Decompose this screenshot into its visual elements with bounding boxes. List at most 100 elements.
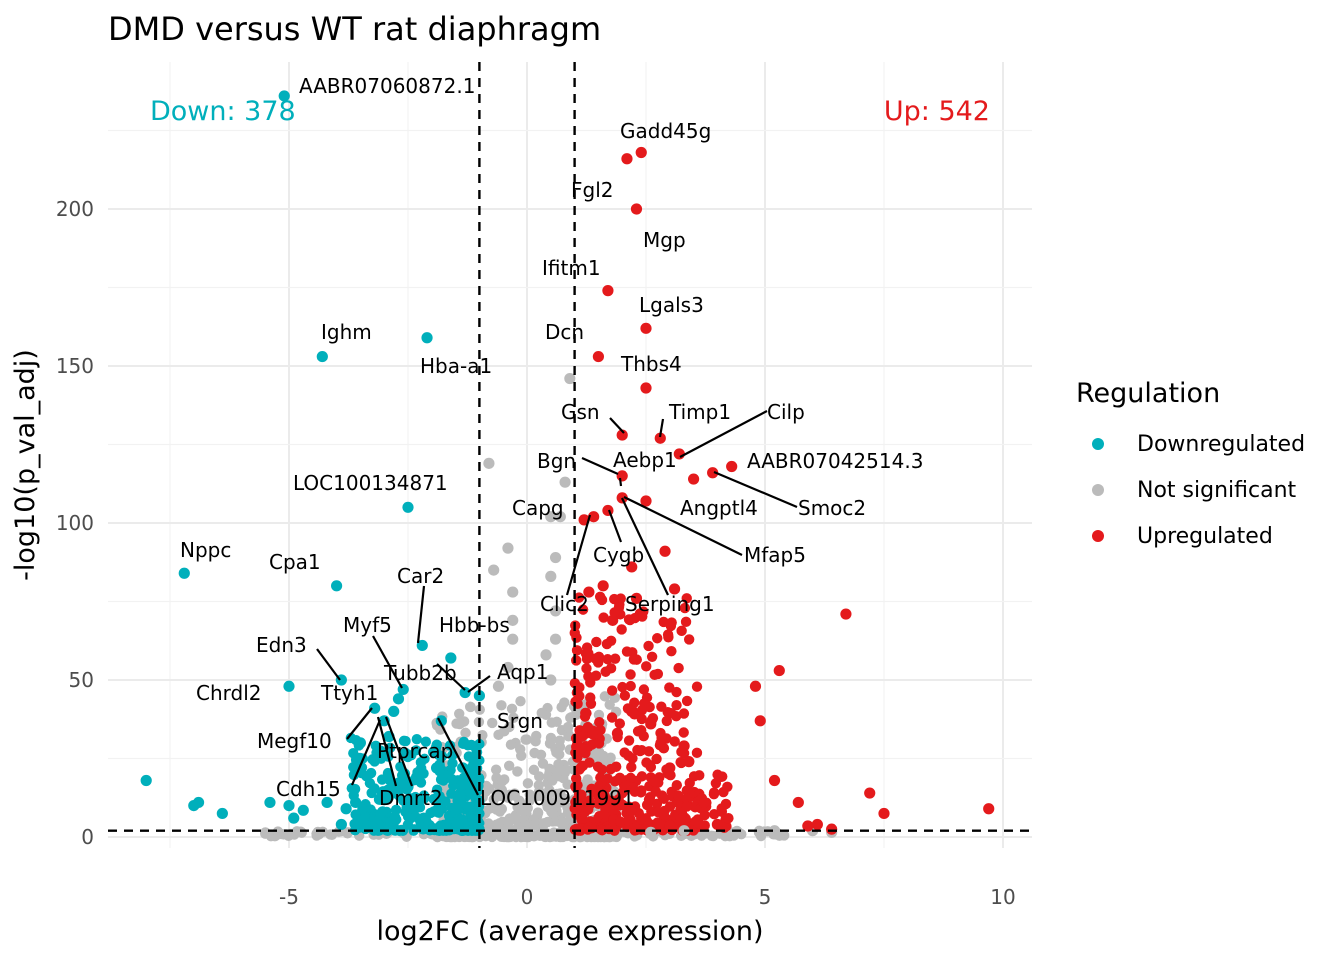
point-upregulated (656, 701, 667, 712)
point-downregulated (375, 808, 386, 820)
point-not-significant (515, 744, 526, 755)
point-upregulated (621, 153, 633, 165)
point-upregulated (638, 730, 649, 742)
point-upregulated (679, 602, 691, 614)
point-not-significant (564, 372, 576, 385)
label-leaders (316, 410, 798, 796)
point-downregulated (297, 804, 309, 816)
point-not-significant (505, 739, 517, 750)
point-upregulated (619, 690, 631, 701)
label-leader-line (384, 716, 414, 787)
gene-label-srgn: Srgn (497, 709, 543, 733)
point-upregulated (625, 669, 636, 680)
point-downregulated (316, 350, 328, 363)
point-not-significant (604, 699, 615, 710)
point-upregulated (649, 776, 660, 787)
label-leader-line (376, 716, 398, 787)
point-upregulated (643, 746, 655, 757)
point-not-significant (538, 818, 549, 829)
gene-label-thbs4: Thbs4 (620, 352, 682, 376)
point-downregulated (464, 768, 476, 780)
point-upregulated (581, 663, 592, 674)
gene-label-myf5: Myf5 (343, 613, 392, 637)
point-upregulated (571, 632, 582, 643)
point-upregulated (675, 813, 686, 825)
point-downregulated (431, 784, 443, 795)
point-downregulated (419, 822, 431, 833)
gene-label-edn3: Edn3 (256, 633, 307, 657)
point-downregulated (462, 740, 474, 751)
point-upregulated (802, 820, 814, 832)
point-upregulated (652, 807, 664, 818)
label-leader-line (609, 417, 625, 434)
gene-label-capg: Capg (512, 496, 564, 520)
point-downregulated (455, 791, 467, 802)
gene-label-car2: Car2 (397, 564, 444, 588)
point-not-significant (545, 674, 557, 686)
point-upregulated (609, 653, 621, 664)
point-upregulated (655, 737, 666, 749)
label-leader-line (350, 719, 382, 786)
point-upregulated (623, 735, 635, 746)
label-leader-line (416, 585, 426, 644)
gene-label-fgl2: Fgl2 (571, 178, 613, 202)
point-downregulated (418, 793, 430, 804)
point-upregulated (574, 682, 585, 693)
point-upregulated (676, 625, 687, 637)
point-upregulated (692, 817, 704, 829)
point-downregulated (383, 792, 394, 803)
point-not-significant (553, 791, 564, 803)
point-upregulated (584, 757, 595, 768)
point-not-significant (488, 564, 500, 576)
point-not-significant (512, 766, 523, 777)
point-upregulated (645, 718, 657, 730)
point-upregulated (638, 606, 649, 617)
point-upregulated (694, 770, 705, 781)
point-not-significant (508, 712, 519, 724)
point-downregulated (350, 809, 361, 820)
gene-label-cdh15: Cdh15 (276, 777, 341, 801)
label-leader-line (713, 470, 798, 509)
point-upregulated (593, 738, 605, 749)
point-not-significant (551, 747, 562, 758)
point-upregulated (671, 779, 683, 791)
point-upregulated (592, 350, 605, 363)
point-downregulated (459, 686, 471, 699)
up-count-label: Up: 542 (884, 96, 990, 127)
point-not-significant (506, 703, 518, 714)
label-leader-line (467, 675, 491, 693)
point-not-significant (754, 826, 766, 838)
point-downregulated (370, 740, 382, 751)
point-downregulated (321, 796, 333, 809)
point-not-significant (503, 760, 515, 771)
gene-label-megf10: Megf10 (257, 729, 332, 753)
point-not-significant (545, 799, 556, 810)
point-upregulated (688, 473, 700, 485)
point-upregulated (635, 146, 647, 159)
point-upregulated (720, 798, 732, 810)
point-upregulated (698, 797, 709, 809)
point-upregulated (661, 715, 672, 727)
point-upregulated (579, 711, 591, 722)
gene-label-aabr07060872-1: AABR07060872.1 (299, 74, 475, 98)
legend-swatch-not-significant (1092, 484, 1104, 496)
legend-swatch-downregulated (1092, 438, 1104, 450)
point-upregulated (723, 812, 734, 824)
point-not-significant (554, 764, 566, 775)
point-not-significant (556, 702, 567, 713)
point-upregulated (616, 492, 628, 504)
point-upregulated (592, 657, 604, 668)
point-not-significant (464, 701, 476, 713)
point-not-significant (519, 831, 530, 842)
point-not-significant (565, 712, 576, 724)
point-downregulated (405, 813, 416, 824)
point-downregulated (440, 796, 451, 807)
point-upregulated (643, 640, 654, 652)
point-downregulated (335, 818, 347, 831)
point-upregulated (683, 756, 695, 768)
label-leader-line (436, 663, 466, 691)
point-not-significant (768, 825, 781, 837)
point-upregulated (653, 819, 665, 830)
point-downregulated (435, 822, 447, 833)
point-not-significant (496, 700, 507, 711)
